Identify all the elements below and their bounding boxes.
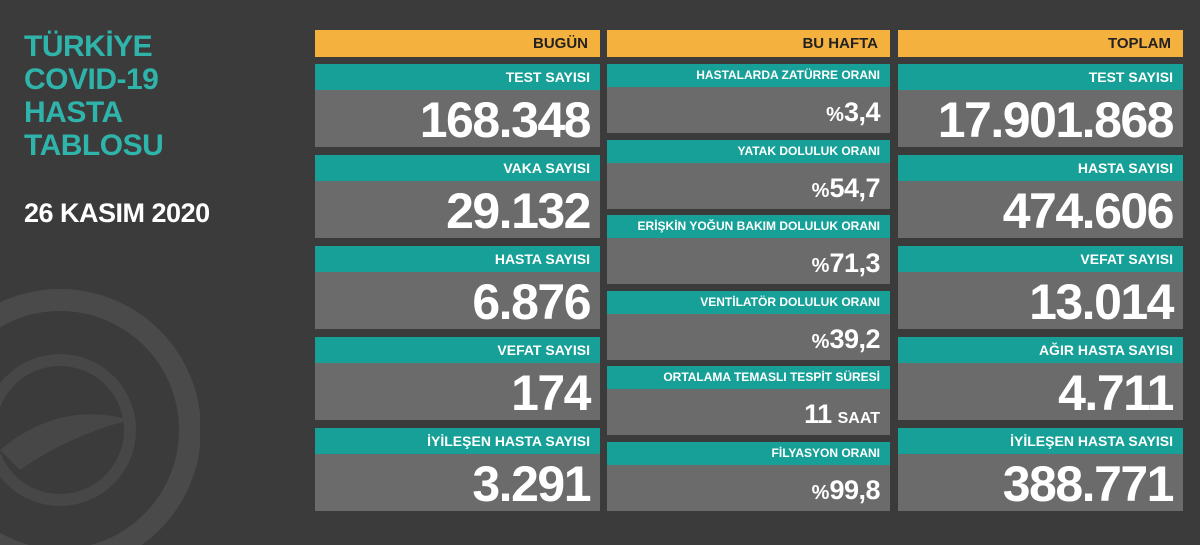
- stat-card: HASTA SAYISI 6.876: [315, 246, 600, 330]
- value: 17.901.868: [937, 92, 1175, 148]
- column-heading: BUGÜN: [315, 30, 600, 57]
- stat-value: %71,3: [607, 238, 890, 284]
- stat-value: %54,7: [607, 162, 890, 209]
- stat-label: TEST SAYISI: [898, 64, 1183, 90]
- stat-value: 388.771: [898, 454, 1183, 512]
- stat-card: TEST SAYISI 168.348: [315, 64, 600, 148]
- stat-card: İYİLEŞEN HASTA SAYISI 3.291: [315, 428, 600, 512]
- stat-card: VENTİLATÖR DOLULUK ORANI %39,2: [607, 290, 890, 360]
- column: BU HAFTA HASTALARDA ZATÜRRE ORANI %3,4 YATA…: [607, 30, 890, 515]
- value: 4.711: [1058, 365, 1174, 421]
- stat-value: 29.132: [315, 181, 600, 239]
- stat-card: HASTALARDA ZATÜRRE ORANI %3,4: [607, 64, 890, 133]
- stat-card: VEFAT SAYISI 174: [315, 337, 600, 421]
- emblem: [0, 289, 200, 545]
- stat-card: ERİŞKİN YOĞUN BAKIM DOLULUK ORANI %71,3: [607, 215, 890, 284]
- stat-label: ERİŞKİN YOĞUN BAKIM DOLULUK ORANI: [607, 215, 890, 238]
- stat-value: 3.291: [315, 454, 600, 512]
- value: 168.348: [419, 92, 592, 148]
- value-prefix: %: [811, 330, 830, 353]
- stat-label: TEST SAYISI: [315, 64, 600, 90]
- value: 71,3: [829, 248, 880, 278]
- value: 174: [511, 365, 591, 421]
- column-heading: BU HAFTA: [607, 30, 890, 57]
- value: 6.876: [472, 274, 591, 330]
- stat-value: %3,4: [607, 87, 890, 133]
- stat-value: 474.606: [898, 181, 1183, 239]
- stat-label: AĞIR HASTA SAYISI: [898, 337, 1183, 363]
- stat-label: VENTİLATÖR DOLULUK ORANI: [607, 290, 890, 314]
- stat-card: AĞIR HASTA SAYISI 4.711: [898, 337, 1183, 421]
- stat-card: YATAK DOLULUK ORANI %54,7: [607, 139, 890, 209]
- column-heading: TOPLAM: [898, 30, 1183, 57]
- stat-label: HASTALARDA ZATÜRRE ORANI: [607, 64, 890, 87]
- title-line: TÜRKİYE: [24, 30, 153, 63]
- value-prefix: %: [811, 481, 830, 504]
- value: 99,8: [829, 474, 880, 505]
- title: TÜRKİYE COVID-19 HASTA TABLOSU: [24, 30, 164, 162]
- value-prefix: %: [811, 255, 830, 277]
- value: 39,2: [829, 323, 880, 354]
- stat-card: VEFAT SAYISI 13.014: [898, 246, 1183, 330]
- value: 13.014: [1029, 274, 1174, 330]
- stat-label: İYİLEŞEN HASTA SAYISI: [898, 428, 1183, 454]
- value-unit: SAAT: [837, 410, 880, 427]
- stat-value: 168.348: [315, 90, 600, 148]
- stat-value: %99,8: [607, 464, 890, 511]
- column: BUGÜN TEST SAYISI 168.348 VAKA SAYISI 29.132…: [315, 30, 600, 515]
- stat-label: ORTALAMA TEMASLI TESPİT SÜRESİ: [607, 366, 890, 389]
- stat-value: %39,2: [607, 313, 890, 360]
- stat-label: VAKA SAYISI: [315, 155, 600, 181]
- stat-label: VEFAT SAYISI: [898, 246, 1183, 272]
- stat-value: 17.901.868: [898, 90, 1183, 148]
- stat-card: VAKA SAYISI 29.132: [315, 155, 600, 239]
- title-line: HASTA: [24, 96, 123, 129]
- stat-card: HASTA SAYISI 474.606: [898, 155, 1183, 239]
- stat-card: İYİLEŞEN HASTA SAYISI 388.771: [898, 428, 1183, 512]
- stat-label: FİLYASYON ORANI: [607, 441, 890, 465]
- stat-card: FİLYASYON ORANI %99,8: [607, 441, 890, 511]
- stat-card: ORTALAMA TEMASLI TESPİT SÜRESİ 11 SAAT: [607, 366, 890, 435]
- date: 26 KASIM 2020: [24, 198, 210, 228]
- stat-value: 13.014: [898, 272, 1183, 330]
- stat-label: HASTA SAYISI: [898, 155, 1183, 181]
- stat-label: VEFAT SAYISI: [315, 337, 600, 363]
- value: 11: [804, 399, 832, 429]
- stat-card: TEST SAYISI 17.901.868: [898, 64, 1183, 148]
- value: 474.606: [1002, 183, 1175, 239]
- stat-value: 174: [315, 363, 600, 421]
- stat-value: 6.876: [315, 272, 600, 330]
- value: 388.771: [1002, 456, 1175, 512]
- value: 54,7: [829, 172, 880, 203]
- value: 3,4: [843, 97, 881, 127]
- title-line: COVID-19: [24, 63, 159, 96]
- stat-value: 4.711: [898, 363, 1183, 421]
- stat-label: İYİLEŞEN HASTA SAYISI: [315, 428, 600, 454]
- value: 29.132: [446, 183, 591, 239]
- value-prefix: %: [826, 104, 844, 126]
- value-prefix: %: [811, 179, 830, 202]
- stat-value: 11 SAAT: [607, 389, 890, 435]
- stat-label: HASTA SAYISI: [315, 246, 600, 272]
- title-line: TABLOSU: [24, 129, 164, 162]
- stat-label: YATAK DOLULUK ORANI: [607, 139, 890, 163]
- value: 3.291: [472, 456, 591, 512]
- column: TOPLAM TEST SAYISI 17.901.868 HASTA SAYISI 4…: [898, 30, 1183, 515]
